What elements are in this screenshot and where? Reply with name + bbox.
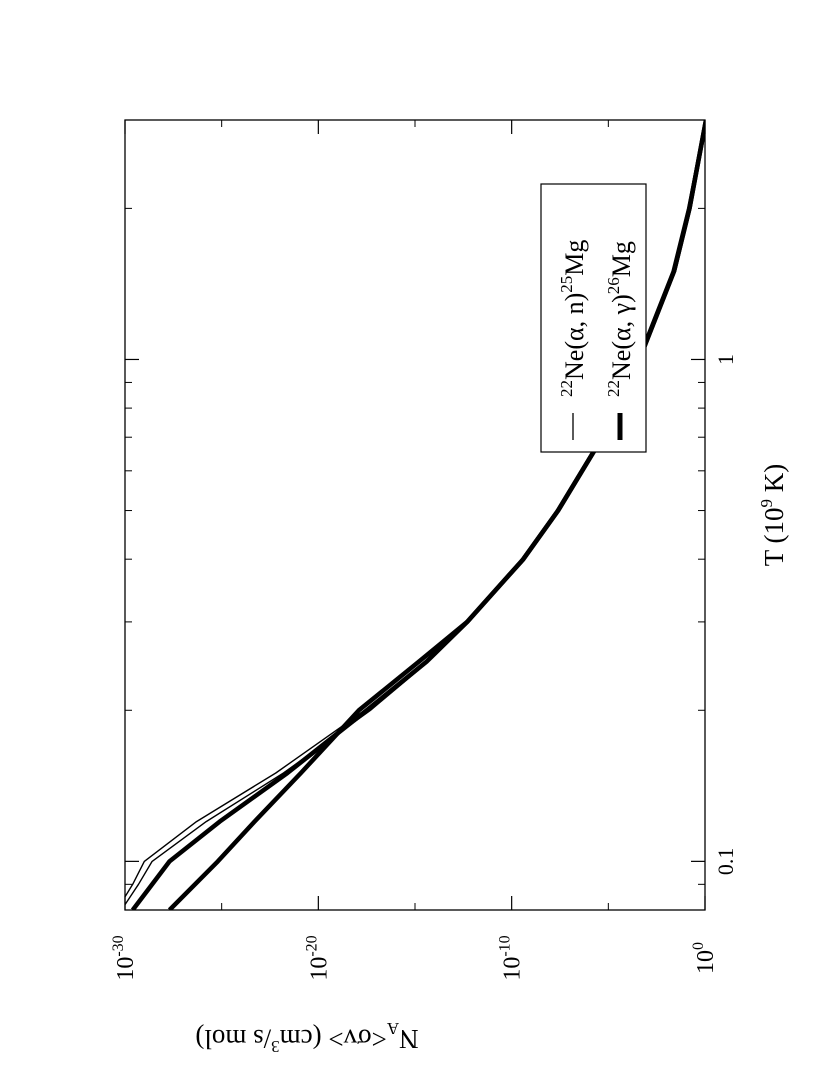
y-tick-label: 10-30 bbox=[110, 935, 139, 980]
legend-reaction: Ne(α, γ) bbox=[607, 294, 636, 380]
legend-product: Mg bbox=[560, 240, 589, 276]
y-axis-label-subscript: A bbox=[386, 1019, 399, 1038]
y-tick-exponent: -30 bbox=[110, 935, 127, 956]
legend-superscript: 26 bbox=[604, 277, 623, 294]
y-tick-label: 10-20 bbox=[303, 935, 332, 980]
y-axis-label-symbol: N bbox=[399, 1024, 419, 1054]
y-tick-exponent: -20 bbox=[303, 935, 320, 956]
y-tick-base: 10 bbox=[500, 957, 526, 981]
y-axis-label-main: <σv> (cm bbox=[280, 1024, 387, 1054]
y-tick-label: 100 bbox=[690, 942, 719, 974]
y-tick-exponent: -10 bbox=[497, 935, 514, 956]
x-axis-label-main: T (10 bbox=[759, 508, 789, 567]
y-tick-base: 10 bbox=[306, 957, 332, 981]
x-tick-label: 0.1 bbox=[713, 848, 738, 876]
y-tick-base: 10 bbox=[693, 950, 719, 974]
y-tick-exponent: 0 bbox=[690, 942, 707, 950]
legend-box bbox=[540, 183, 647, 453]
thick-series-line bbox=[167, 120, 705, 910]
x-axis-label-exponent: 9 bbox=[757, 499, 776, 508]
x-axis-label: T (109 K) bbox=[757, 464, 789, 567]
y-tick-base: 10 bbox=[113, 957, 139, 981]
y-tick-label: 10-10 bbox=[497, 935, 526, 980]
y-axis-label-exponent: 3 bbox=[271, 1037, 280, 1056]
axis-labels: T (109 K) NA<σv> (cm3/s mol) bbox=[195, 464, 789, 1056]
y-axis-label: NA<σv> (cm3/s mol) bbox=[195, 1019, 418, 1056]
legend-superscript: 25 bbox=[557, 276, 576, 293]
y-axis-label-unit: /s mol) bbox=[195, 1024, 271, 1054]
x-tick-label: 1 bbox=[713, 354, 738, 365]
legend-reaction: Ne(α, n) bbox=[560, 293, 589, 380]
legend-label: 22Ne(α, n)25Mg bbox=[557, 240, 589, 397]
legend-prescript: 22 bbox=[604, 380, 623, 397]
legend-product: Mg bbox=[607, 241, 636, 277]
data-series bbox=[125, 120, 705, 910]
legend-label: 22Ne(α, γ)26Mg bbox=[604, 241, 636, 397]
legend-prescript: 22 bbox=[557, 380, 576, 397]
x-axis-label-unit: K) bbox=[759, 464, 789, 499]
